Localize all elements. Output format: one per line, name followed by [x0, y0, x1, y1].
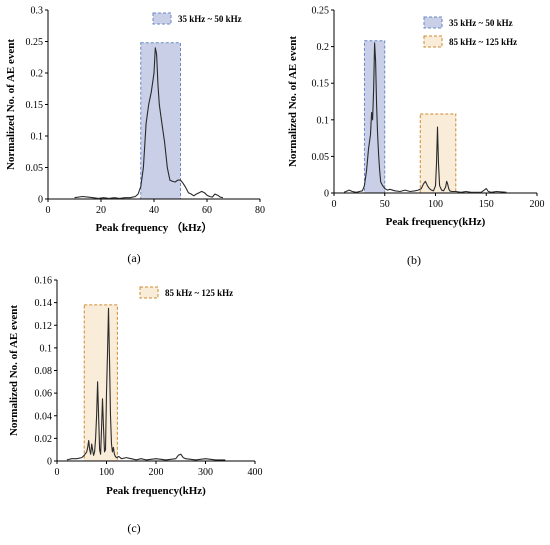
x-axis-label: Peak frequency(kHz) [106, 485, 206, 497]
y-tick-label: 0.14 [35, 298, 53, 309]
y-tick-label: 0.12 [35, 321, 53, 332]
legend-label: 85 kHz ~ 125 kHz [165, 288, 233, 298]
y-tick-label: 0.1 [40, 343, 53, 354]
chart-panel-2: 0 50 100 150 200 0 0.05 0.1 0.15 0.2 0.25 35 kHz ~ … [287, 6, 545, 268]
legend-label: 35 kHz ~ 50 kHz [178, 14, 242, 24]
x-tick-label: 40 [149, 205, 159, 216]
x-tick-label: 0 [55, 467, 60, 478]
x-axis-label: Peak frequency （kHz） [95, 221, 212, 234]
highlight-band [140, 42, 181, 200]
y-tick-label: 0 [324, 189, 329, 200]
series-line [74, 47, 224, 199]
y-tick-label: 0.25 [26, 37, 44, 48]
legend-label: 85 kHz ~ 125 kHz [449, 37, 517, 47]
x-tick-label: 0 [332, 199, 337, 210]
y-tick-label: 0.16 [35, 276, 53, 287]
y-tick-label: 0.15 [312, 79, 330, 90]
x-tick-label: 50 [380, 199, 390, 210]
chart-panel-3: 0 100 200 300 400 0 0.02 0.04 0.06 0.08 0.1 0.12 0.1… [8, 276, 263, 536]
y-tick-label: 0 [38, 195, 43, 206]
y-tick-label: 0.1 [317, 115, 330, 126]
x-tick-label: 150 [479, 199, 494, 210]
x-tick-label: 80 [255, 205, 265, 216]
x-tick-label: 0 [46, 205, 51, 216]
x-tick-label: 100 [99, 467, 114, 478]
legend-label: 35 kHz ~ 50 kHz [449, 18, 513, 28]
y-tick-label: 0.08 [35, 366, 53, 377]
x-tick-label: 100 [428, 199, 443, 210]
series-line [343, 42, 507, 193]
legend-swatch [139, 286, 159, 299]
y-axis-label: Normalized No. of AE event [5, 39, 17, 170]
panel-label: (b) [407, 253, 421, 267]
x-tick-label: 300 [198, 467, 213, 478]
y-axis-label: Normalized No. of AE event [287, 36, 299, 167]
y-tick-label: 0.3 [31, 6, 44, 17]
y-axis-label: Normalized No. of AE event [8, 305, 20, 436]
y-tick-label: 0.2 [31, 69, 44, 80]
legend-swatch [423, 16, 443, 29]
y-tick-label: 0.05 [312, 152, 330, 163]
y-tick-label: 0.2 [317, 42, 330, 53]
y-tick-label: 0.06 [35, 389, 53, 400]
x-tick-label: 200 [530, 199, 545, 210]
y-tick-label: 0.1 [31, 132, 44, 143]
x-axis-label: Peak frequency(kHz) [386, 216, 486, 228]
panel-label: (c) [127, 521, 140, 535]
series-line [66, 307, 226, 461]
legend-swatch [423, 35, 443, 48]
x-tick-label: 400 [248, 467, 263, 478]
y-tick-label: 0.15 [26, 100, 44, 111]
y-tick-label: 0.02 [35, 434, 53, 445]
chart-panel-1: 0 20 40 60 80 0 0.05 0.1 0.15 0.2 0.25 0.3 35 kHz ~ … [5, 6, 265, 266]
x-tick-label: 20 [96, 205, 106, 216]
legend-swatch [152, 12, 172, 25]
x-tick-label: 200 [149, 467, 164, 478]
y-tick-label: 0.05 [26, 163, 44, 174]
y-tick-label: 0.25 [312, 6, 330, 17]
y-tick-label: 0 [47, 457, 52, 468]
y-tick-label: 0.04 [35, 411, 53, 422]
x-tick-label: 60 [202, 205, 212, 216]
panel-label: (a) [127, 251, 140, 265]
